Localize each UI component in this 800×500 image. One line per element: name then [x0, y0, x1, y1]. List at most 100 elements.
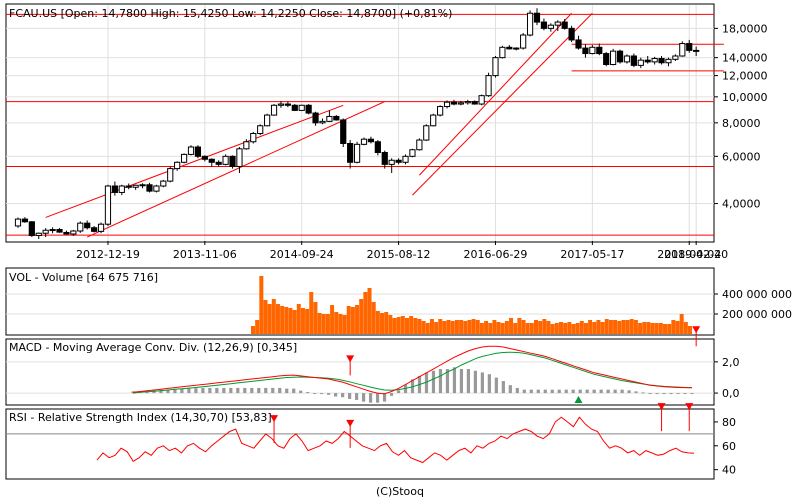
candle-body [388, 159, 395, 165]
volume-bar [400, 316, 405, 334]
volume-bar [467, 320, 472, 334]
macd-histogram-bar [634, 391, 638, 394]
candle-body [28, 221, 35, 237]
volume-bar [683, 322, 688, 334]
volume-bar [613, 320, 618, 334]
volume-bar [321, 314, 326, 334]
volume-bar [404, 318, 409, 334]
macd-histogram-bar [690, 393, 694, 395]
price-y-tick-label: 12,0000 [722, 70, 768, 83]
candle-body [215, 161, 222, 165]
price-title: FCAU.US [Open: 14,7800 High: 15,4250 Low… [9, 7, 452, 20]
candle-body [547, 24, 554, 29]
candle-body [284, 103, 291, 106]
volume-bar [679, 314, 684, 334]
macd-histogram-bar [424, 372, 429, 394]
rsi-panel: RSI - Relative Strength Index (14,30,70)… [5, 403, 736, 480]
macd-histogram-bar [159, 389, 163, 394]
candle-body [340, 119, 347, 144]
volume-bar [608, 320, 613, 334]
volume-bar [596, 320, 601, 334]
candle-body [603, 53, 610, 65]
volume-bar [500, 323, 505, 334]
trend-channel-line [86, 101, 385, 238]
candle-body [540, 21, 548, 29]
candle-body [180, 153, 188, 163]
macd-histogram-bar [494, 377, 498, 394]
volume-bar [588, 320, 593, 334]
volume-bar [334, 312, 339, 334]
candle-body [492, 57, 499, 77]
volume-y-tick-label: 400 000 000 [722, 288, 792, 301]
candle-body [243, 141, 250, 150]
macd-histogram-bar [208, 387, 212, 394]
macd-histogram-bar [187, 388, 191, 394]
candle-body [478, 95, 485, 105]
volume-bar [442, 321, 447, 334]
volume-bar [413, 318, 418, 334]
price-x-tick-label: 2017-05-17 [560, 248, 624, 261]
candle-body [298, 104, 305, 111]
volume-bar [429, 319, 434, 334]
candle-body [277, 103, 285, 106]
macd-histogram-bar [431, 370, 436, 394]
candle-body [616, 50, 624, 63]
macd-histogram-bar [585, 389, 589, 394]
candle-body [49, 229, 56, 232]
candle-body [395, 159, 402, 163]
volume-bar [671, 320, 676, 334]
volume-bar [305, 309, 310, 334]
macd-histogram-bar [557, 389, 561, 394]
candle-body [381, 152, 388, 165]
volume-bar [380, 313, 385, 334]
macd-histogram-bar [194, 388, 198, 394]
volume-bar [488, 323, 493, 334]
volume-bar [646, 322, 651, 334]
candle-body [167, 168, 174, 182]
macd-histogram-bar [229, 387, 233, 394]
candle-body [575, 39, 582, 49]
candle-body [471, 101, 478, 105]
macd-histogram-bar [375, 393, 380, 403]
candle-body [450, 101, 458, 105]
price-x-tick-label: 2018-04-04 [657, 248, 721, 261]
macd-histogram-bar [389, 393, 394, 396]
candle-body [146, 184, 153, 192]
volume-bar [438, 319, 443, 334]
volume-bar [388, 315, 393, 334]
price-x-tick-label: 2016-06-29 [464, 248, 528, 261]
macd-histogram-bar [180, 388, 184, 394]
macd-histogram-bar [445, 369, 450, 394]
volume-bar [554, 323, 559, 334]
candle-body [630, 55, 637, 66]
candle-body [423, 125, 430, 141]
volume-bar [583, 323, 588, 334]
volume-bar [396, 317, 401, 334]
candle-body [610, 50, 617, 65]
candle-body [42, 229, 49, 234]
candle-body [686, 43, 693, 51]
candle-body [457, 102, 464, 105]
candles [14, 8, 700, 240]
candle-body [153, 185, 160, 192]
volume-bar [550, 324, 555, 334]
candle-body [84, 222, 91, 229]
rsi-y-tick-label: 40 [722, 464, 736, 477]
macd-histogram-bar [382, 393, 387, 402]
volume-bar [363, 292, 368, 334]
volume-y-tick-label: 200 000 000 [722, 308, 792, 321]
volume-bar [563, 323, 568, 334]
macd-histogram-bar [571, 389, 575, 394]
macd-histogram-bar [487, 374, 491, 394]
candle-body [201, 155, 208, 160]
volume-bar [346, 306, 351, 334]
volume-bar [617, 321, 622, 334]
volume-bar [667, 324, 672, 334]
candle-body [658, 57, 665, 64]
volume-bar [600, 322, 605, 334]
macd-histogram-bar [501, 381, 505, 394]
volume-bar [317, 313, 322, 334]
volume-bar [663, 324, 668, 334]
candle-body [125, 185, 132, 188]
candle-body [21, 218, 29, 223]
